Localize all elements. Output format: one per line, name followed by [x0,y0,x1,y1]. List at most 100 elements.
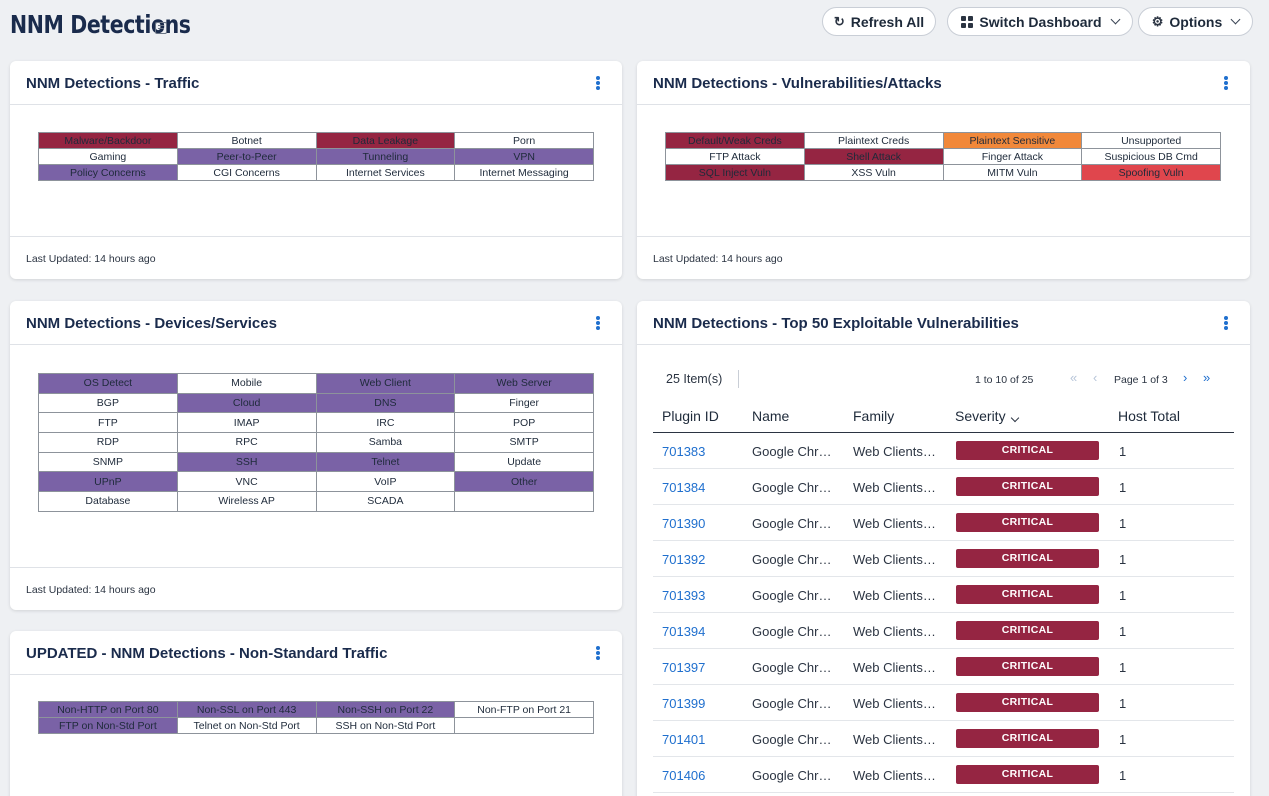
next-page-icon[interactable]: › [1183,370,1188,385]
table-row[interactable]: 701397 Google Chr… Web Clients… CRITICAL 1 [653,649,1234,685]
last-page-icon[interactable]: » [1203,370,1211,385]
matrix-cell[interactable]: FTP [38,412,178,434]
more-options-icon[interactable] [596,646,600,660]
table-row[interactable]: 701406 Google Chr… Web Clients… CRITICAL 1 [653,757,1234,793]
matrix-cell[interactable]: Finger Attack [942,148,1083,165]
matrix-cell[interactable]: Telnet on Non-Std Port [176,717,317,734]
matrix-cell[interactable]: Mobile [176,373,317,394]
matrix-cell[interactable]: Shell Attack [803,148,944,165]
matrix-cell[interactable]: FTP Attack [665,148,805,165]
matrix-cell[interactable]: RPC [176,432,317,453]
matrix-cell[interactable]: Finger [454,392,594,414]
more-options-icon[interactable] [1224,316,1228,330]
matrix-cell[interactable]: SQL Inject Vuln [665,164,805,181]
last-updated: Last Updated: 14 hours ago [26,253,156,265]
matrix-cell[interactable]: Plaintext Sensitive [942,132,1083,149]
matrix-cell[interactable]: Internet Services [315,164,456,181]
matrix-cell[interactable]: Botnet [176,132,317,149]
matrix-cell[interactable]: Other [454,471,594,493]
matrix-cell[interactable]: SMTP [454,432,594,453]
matrix-cell[interactable]: IMAP [176,412,317,434]
matrix-cell[interactable]: Plaintext Creds [803,132,944,149]
matrix-cell[interactable]: Policy Concerns [38,164,178,181]
matrix-cell[interactable]: Malware/Backdoor [38,132,178,149]
previous-page-icon[interactable]: ‹ [1093,370,1098,385]
matrix-cell[interactable]: Data Leakage [315,132,456,149]
plugin-id-link[interactable]: 701392 [662,552,706,567]
plugin-id-link[interactable]: 701399 [662,696,706,711]
table-row[interactable]: 701399 Google Chr… Web Clients… CRITICAL 1 [653,685,1234,721]
plugin-id-link[interactable]: 701384 [662,480,706,495]
table-row[interactable]: 701383 Google Chr… Web Clients… CRITICAL 1 [653,433,1234,469]
refresh-all-button[interactable]: ↻ Refresh All [822,7,936,36]
matrix-cell[interactable]: RDP [38,432,178,453]
matrix-cell[interactable]: OS Detect [38,373,178,394]
matrix-cell[interactable]: Default/Weak Creds [665,132,805,149]
matrix-cell[interactable]: IRC [315,412,456,434]
plugin-id-link[interactable]: 701397 [662,660,706,675]
matrix-cell[interactable]: CGI Concerns [176,164,317,181]
matrix-cell[interactable]: Suspicious DB Cmd [1081,148,1221,165]
matrix-cell[interactable]: SNMP [38,451,178,473]
col-plugin-id[interactable]: Plugin ID [662,408,719,424]
matrix-cell[interactable]: Cloud [176,392,317,414]
switch-dashboard-button[interactable]: Switch Dashboard [947,7,1133,36]
matrix-cell[interactable]: VNC [176,471,317,493]
matrix-cell[interactable]: VPN [454,148,594,165]
matrix-cell[interactable]: SSH on Non-Std Port [315,717,456,734]
matrix-cell[interactable]: Non-HTTP on Port 80 [38,701,178,718]
table-row[interactable]: 701384 Google Chr… Web Clients… CRITICAL 1 [653,469,1234,505]
plugin-id-link[interactable]: 701394 [662,624,706,639]
matrix-cell[interactable]: Non-SSH on Port 22 [315,701,456,718]
matrix-cell[interactable]: Database [38,491,178,512]
plugin-id-link[interactable]: 701390 [662,516,706,531]
matrix-cell[interactable]: Internet Messaging [454,164,594,181]
matrix-cell[interactable]: Telnet [315,451,456,473]
options-button[interactable]: ⚙ Options [1138,7,1253,36]
more-options-icon[interactable] [1224,76,1228,90]
matrix-cell[interactable]: Gaming [38,148,178,165]
matrix-cell[interactable]: Tunneling [315,148,456,165]
matrix-cell[interactable]: Spoofing Vuln [1081,164,1221,181]
more-options-icon[interactable] [596,316,600,330]
matrix-cell[interactable]: SCADA [315,491,456,512]
matrix-cell[interactable]: Porn [454,132,594,149]
matrix-cell[interactable]: Update [454,451,594,473]
matrix-cell[interactable] [454,717,594,734]
matrix-cell[interactable]: Non-FTP on Port 21 [454,701,594,718]
col-family[interactable]: Family [853,408,895,424]
matrix-cell[interactable] [454,491,594,512]
matrix-cell[interactable]: Web Client [315,373,456,394]
first-page-icon[interactable]: « [1070,370,1078,385]
matrix-cell[interactable]: POP [454,412,594,434]
plugin-id-link[interactable]: 701383 [662,444,706,459]
matrix-cell[interactable]: VoIP [315,471,456,493]
table-row[interactable]: 701392 Google Chr… Web Clients… CRITICAL 1 [653,541,1234,577]
matrix-cell[interactable]: XSS Vuln [803,164,944,181]
vuln-name: Google Chr… [752,480,832,495]
matrix-cell[interactable]: Peer-to-Peer [176,148,317,165]
table-row[interactable]: 701393 Google Chr… Web Clients… CRITICAL 1 [653,577,1234,613]
plugin-id-link[interactable]: 701393 [662,588,706,603]
matrix-cell[interactable]: Unsupported [1081,132,1221,149]
matrix-cell[interactable]: UPnP [38,471,178,493]
matrix-cell[interactable]: Non-SSL on Port 443 [176,701,317,718]
matrix-cell[interactable]: Wireless AP [176,491,317,512]
more-options-icon[interactable] [596,76,600,90]
table-row[interactable]: 701401 Google Chr… Web Clients… CRITICAL 1 [653,721,1234,757]
matrix-cell[interactable]: DNS [315,392,456,414]
matrix-cell[interactable]: FTP on Non-Std Port [38,717,178,734]
col-severity[interactable]: Severity [955,408,1019,424]
matrix-cell[interactable]: Samba [315,432,456,453]
description-icon[interactable] [155,22,167,34]
matrix-cell[interactable]: BGP [38,392,178,414]
table-row[interactable]: 701394 Google Chr… Web Clients… CRITICAL 1 [653,613,1234,649]
plugin-id-link[interactable]: 701401 [662,732,706,747]
matrix-cell[interactable]: SSH [176,451,317,473]
matrix-cell[interactable]: Web Server [454,373,594,394]
col-host-total[interactable]: Host Total [1118,408,1180,424]
col-name[interactable]: Name [752,408,790,424]
table-row[interactable]: 701390 Google Chr… Web Clients… CRITICAL 1 [653,505,1234,541]
matrix-cell[interactable]: MITM Vuln [942,164,1083,181]
plugin-id-link[interactable]: 701406 [662,768,706,783]
